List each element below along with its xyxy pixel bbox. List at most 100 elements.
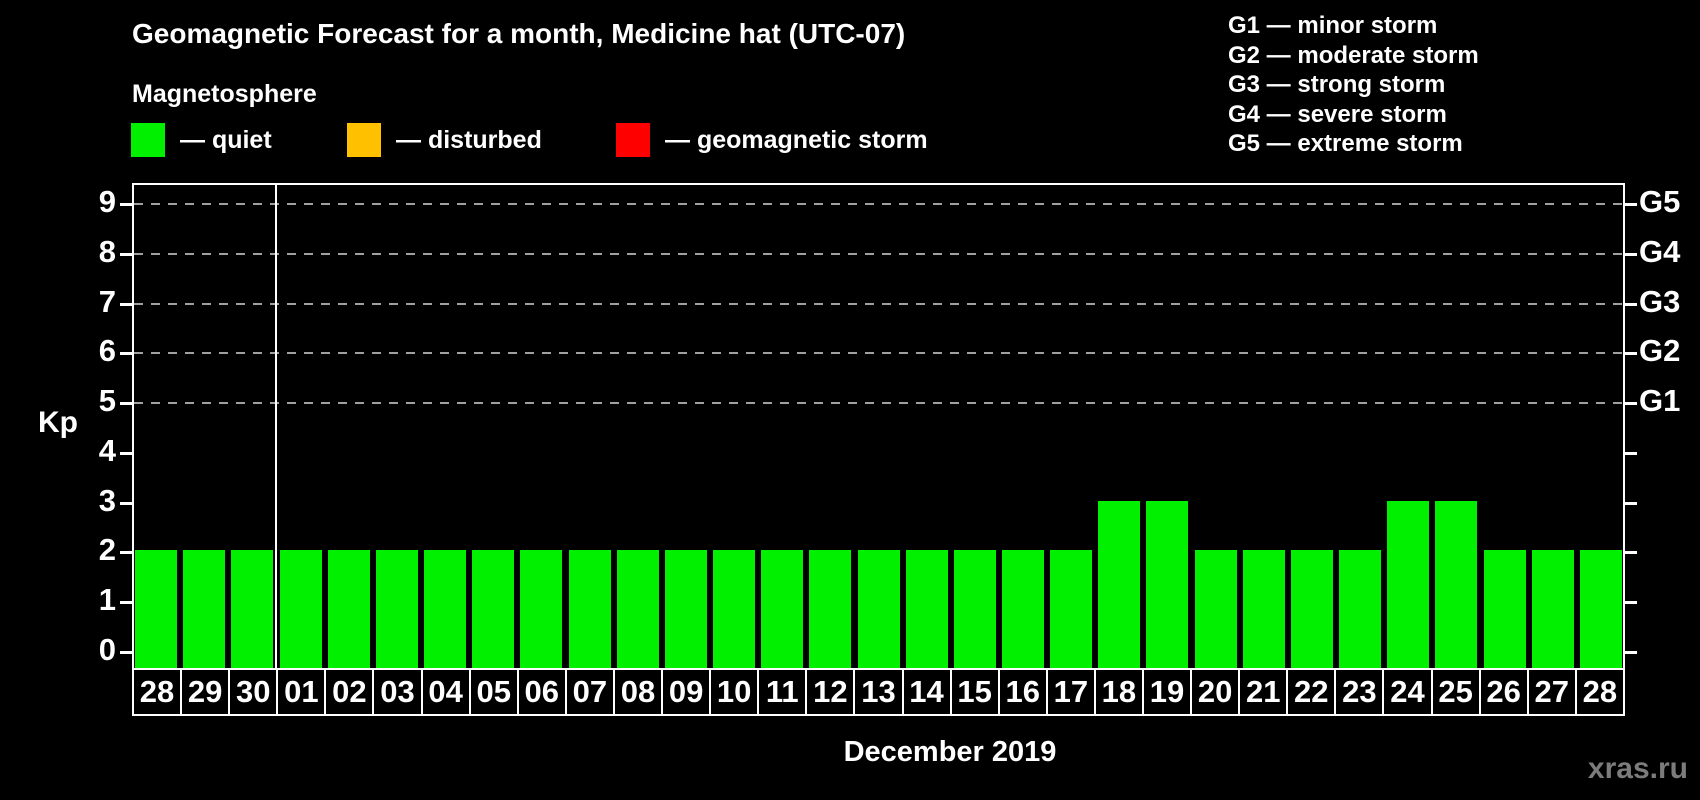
storm-color-swatch bbox=[616, 123, 650, 157]
day-label-cell: 21 bbox=[1238, 670, 1286, 714]
right-tick-kp4 bbox=[1625, 451, 1637, 455]
day-label-cell: 24 bbox=[1382, 670, 1430, 714]
legend-item-storm: — geomagnetic storm bbox=[616, 122, 928, 158]
day-label-cell: 28 bbox=[1574, 670, 1623, 714]
kp-bar-day-24 bbox=[1387, 500, 1430, 668]
day-label-cell: 19 bbox=[1141, 670, 1190, 714]
magnetosphere-label: Magnetosphere bbox=[132, 80, 317, 108]
right-tick-kp3 bbox=[1625, 501, 1637, 505]
day-label-cell: 29 bbox=[180, 670, 228, 714]
right-tick-kp1 bbox=[1625, 601, 1637, 605]
legend-item-quiet: — quiet bbox=[131, 122, 272, 158]
kp-bar-day-25 bbox=[1435, 500, 1478, 668]
g5-legend-line: G5 — extreme storm bbox=[1228, 130, 1463, 158]
kp-bar-day-29 bbox=[183, 550, 226, 668]
month-separator-line bbox=[275, 185, 278, 668]
day-label-cell: 18 bbox=[1093, 670, 1142, 714]
kp-bar-day-03 bbox=[375, 550, 418, 668]
left-tick-kp4 bbox=[120, 451, 132, 455]
y-axis-label-6: 6 bbox=[98, 333, 116, 369]
plot-area bbox=[120, 183, 1637, 668]
kp-bar-day-01 bbox=[279, 550, 322, 668]
right-tick-kp9 bbox=[1625, 203, 1637, 206]
day-label-cell: 30 bbox=[228, 670, 276, 714]
day-label-cell: 03 bbox=[372, 670, 420, 714]
right-axis-label-G5: G5 bbox=[1639, 184, 1681, 219]
y-axis-label-2: 2 bbox=[98, 532, 116, 568]
day-label-cell: 28 bbox=[139, 674, 175, 709]
kp-bar-day-06 bbox=[520, 550, 563, 668]
y-axis-title: Kp bbox=[38, 406, 78, 439]
day-label-cell: 23 bbox=[1334, 670, 1382, 714]
y-axis-label-4: 4 bbox=[98, 432, 116, 468]
day-label-cell: 02 bbox=[324, 670, 372, 714]
gridline-kp8 bbox=[134, 252, 1623, 255]
day-label-cell: 11 bbox=[757, 670, 805, 714]
kp-bar-day-04 bbox=[424, 550, 467, 668]
day-label-cell: 10 bbox=[709, 670, 757, 714]
kp-bar-day-18 bbox=[1098, 500, 1141, 668]
gridline-kp5 bbox=[134, 402, 1623, 405]
kp-bar-day-30 bbox=[231, 550, 274, 668]
kp-bar-day-11 bbox=[761, 550, 804, 668]
kp-bar-day-14 bbox=[905, 550, 948, 668]
disturbed-color-swatch bbox=[347, 123, 381, 157]
day-label-cell: 26 bbox=[1478, 670, 1527, 714]
kp-bar-day-12 bbox=[809, 550, 852, 668]
kp-bar-day-28 bbox=[1579, 550, 1622, 668]
kp-bar-day-09 bbox=[664, 550, 707, 668]
right-tick-kp6 bbox=[1625, 352, 1637, 356]
right-axis-label-G1: G1 bbox=[1639, 383, 1681, 419]
left-tick-kp6 bbox=[120, 352, 132, 356]
day-label-cell: 25 bbox=[1430, 670, 1479, 714]
g1-legend-line: G1 — minor storm bbox=[1228, 12, 1438, 39]
day-label-cell: 22 bbox=[1286, 670, 1334, 714]
kp-bar-day-27 bbox=[1531, 550, 1574, 668]
day-label-cell: 14 bbox=[901, 670, 950, 714]
left-tick-kp0 bbox=[120, 651, 132, 654]
kp-bar-day-10 bbox=[713, 550, 756, 668]
gridline-kp6 bbox=[134, 352, 1623, 355]
right-axis-label-G3: G3 bbox=[1639, 283, 1681, 319]
kp-bar-day-23 bbox=[1339, 550, 1382, 668]
kp-bar-day-05 bbox=[472, 550, 515, 668]
left-tick-kp1 bbox=[120, 601, 132, 605]
y-axis-label-5: 5 bbox=[98, 383, 116, 419]
g3-legend-line: G3 — strong storm bbox=[1228, 71, 1446, 99]
chart-title: Geomagnetic Forecast for a month, Medici… bbox=[132, 18, 906, 49]
day-label-cell: 04 bbox=[420, 670, 469, 714]
day-label-cell: 01 bbox=[276, 670, 324, 714]
storm-label: — geomagnetic storm bbox=[665, 125, 928, 154]
quiet-color-swatch bbox=[131, 123, 165, 157]
day-label-cell: 17 bbox=[1045, 670, 1094, 714]
kp-bar-day-19 bbox=[1146, 500, 1189, 668]
right-tick-kp8 bbox=[1625, 252, 1637, 256]
right-tick-kp5 bbox=[1625, 402, 1637, 406]
y-axis-label-0: 0 bbox=[98, 632, 116, 667]
kp-bar-day-28 bbox=[135, 550, 178, 668]
day-label-cell: 13 bbox=[853, 670, 901, 714]
disturbed-label: — disturbed bbox=[396, 125, 542, 154]
y-axis-label-3: 3 bbox=[98, 482, 116, 518]
x-axis-title: December 2019 bbox=[843, 736, 1057, 768]
y-axis-label-9: 9 bbox=[98, 184, 116, 219]
kp-bar-day-22 bbox=[1290, 550, 1333, 668]
kp-bar-day-15 bbox=[953, 550, 996, 668]
kp-bar-day-21 bbox=[1242, 550, 1285, 668]
y-axis-label-7: 7 bbox=[98, 283, 116, 319]
kp-bar-day-02 bbox=[327, 550, 370, 668]
left-tick-kp5 bbox=[120, 402, 132, 406]
right-tick-kp7 bbox=[1625, 302, 1637, 306]
quiet-label: — quiet bbox=[180, 125, 272, 154]
left-tick-kp8 bbox=[120, 252, 132, 256]
day-label-cell: 09 bbox=[661, 670, 709, 714]
left-tick-kp2 bbox=[120, 551, 132, 555]
kp-bar-day-16 bbox=[1001, 550, 1044, 668]
day-label-cell: 12 bbox=[805, 670, 853, 714]
left-tick-kp3 bbox=[120, 501, 132, 505]
right-axis-label-G4: G4 bbox=[1639, 233, 1681, 269]
x-axis-day-labels: 28 29 30 01 02 03 04 05 06 07 08 09 10 11 12 13 14 15 16 17… bbox=[132, 668, 1625, 716]
watermark: xras.ru bbox=[1587, 752, 1688, 785]
left-tick-kp7 bbox=[120, 302, 132, 306]
